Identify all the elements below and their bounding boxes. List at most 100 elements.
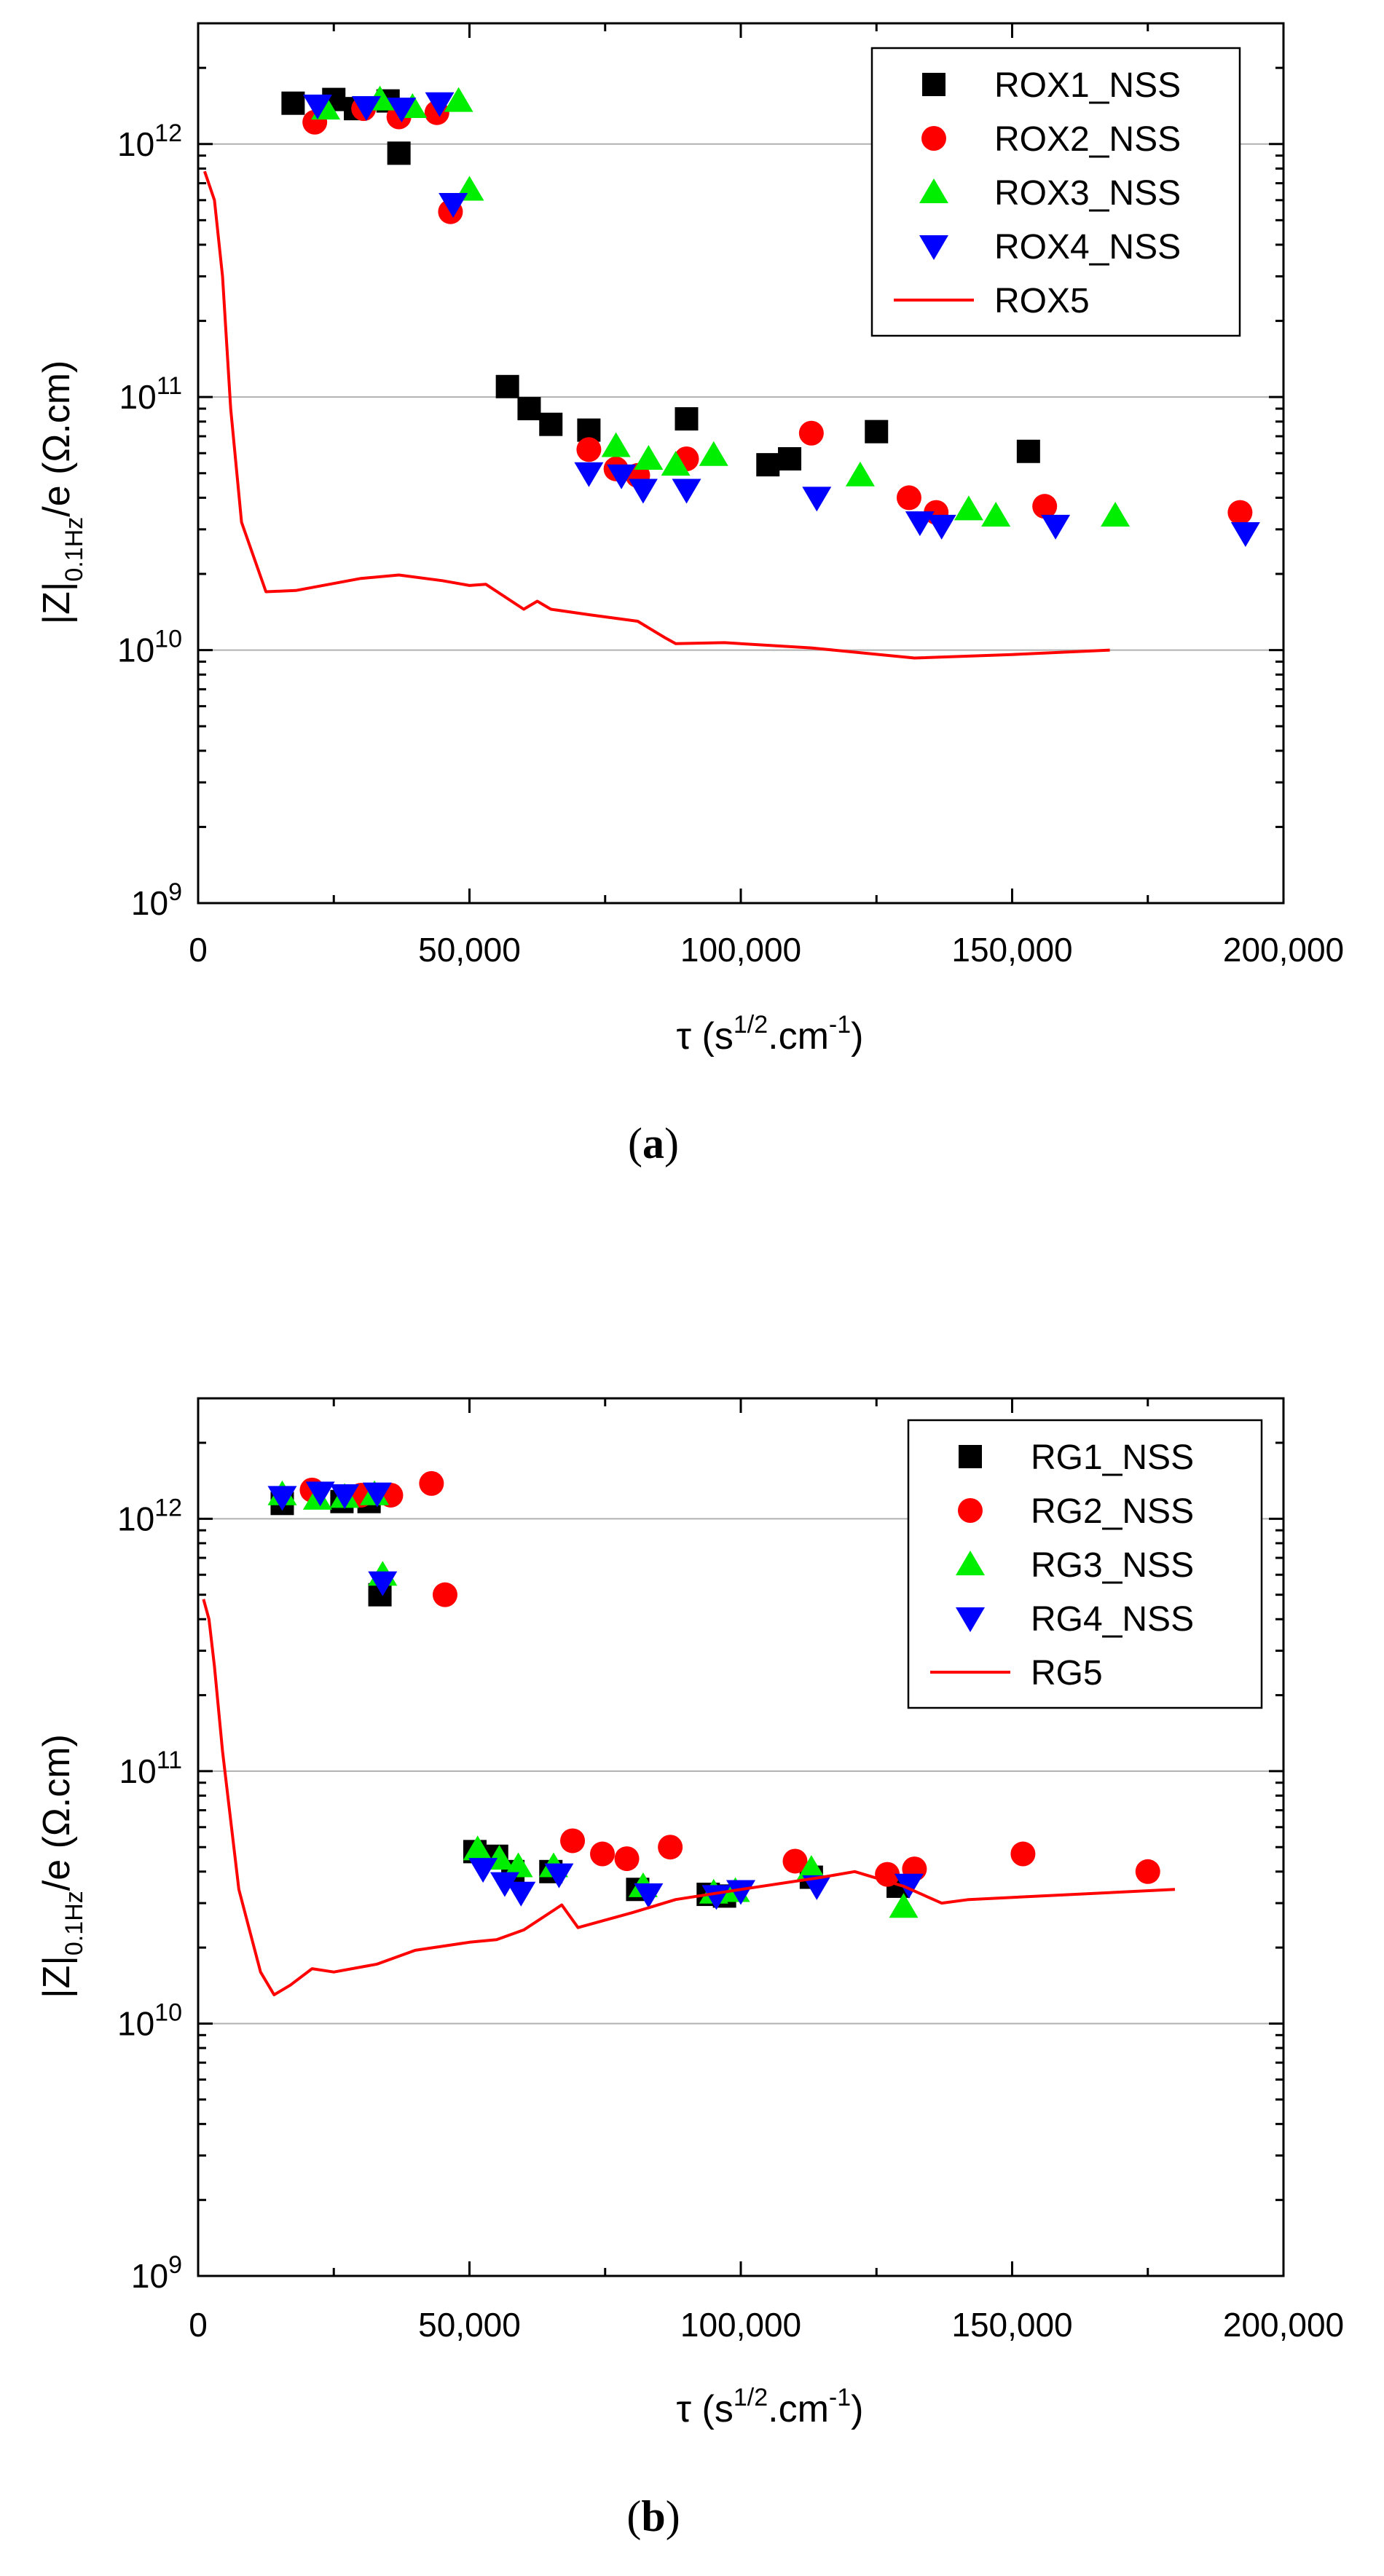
- y-axis-label: |Z|0.1Hz/e (Ω.cm): [36, 1734, 88, 1998]
- data-point: [614, 1846, 640, 1872]
- data-point: [802, 487, 832, 512]
- panel-label: (a): [628, 1119, 679, 1167]
- data-point: [1230, 521, 1260, 547]
- x-tick-label: 50,000: [418, 931, 521, 969]
- data-point: [601, 432, 631, 457]
- data-point: [368, 1571, 398, 1596]
- series-line: [202, 1599, 1176, 1996]
- x-tick-label: 100,000: [680, 2306, 801, 2344]
- y-tick-label: 109: [131, 878, 182, 922]
- legend-label: RG5: [1031, 1654, 1103, 1693]
- series-rg5: [202, 1599, 1176, 1996]
- x-tick-label: 150,000: [951, 2306, 1072, 2344]
- series-rox3-nss: [311, 85, 1131, 527]
- data-point: [362, 1482, 392, 1508]
- data-point: [782, 1848, 808, 1874]
- data-point: [672, 478, 701, 504]
- legend-label: ROX3_NSS: [994, 174, 1181, 213]
- legend: RG1_NSS RG2_NSS RG3_NSS RG4_NSS RG5: [907, 1419, 1263, 1709]
- y-tick-label: 1011: [119, 1746, 182, 1790]
- data-point: [675, 407, 699, 431]
- y-tick-label: 109: [131, 2251, 182, 2295]
- x-tick-label: 0: [189, 2306, 208, 2344]
- data-point: [1041, 514, 1071, 540]
- legend-swatch: [921, 126, 946, 151]
- x-tick-label: 50,000: [418, 2306, 521, 2344]
- x-axis-label: τ (s1/2.cm-1): [677, 2384, 864, 2430]
- y-axis-label: |Z|0.1Hz/e (Ω.cm): [36, 361, 88, 625]
- y-tick-label: 1012: [117, 119, 182, 163]
- data-point: [726, 1880, 755, 1905]
- series-line: [203, 170, 1110, 660]
- data-point: [798, 420, 824, 446]
- data-point: [896, 485, 921, 511]
- data-point: [544, 1863, 574, 1888]
- data-point: [432, 1582, 457, 1607]
- series-rox4-nss: [302, 92, 1260, 547]
- legend-label: RG2_NSS: [1031, 1492, 1194, 1531]
- x-tick-label: 150,000: [951, 931, 1072, 969]
- data-point: [865, 420, 889, 444]
- data-point: [658, 1835, 683, 1860]
- data-point: [351, 95, 381, 121]
- data-point: [1016, 439, 1040, 463]
- legend-label: RG3_NSS: [1031, 1546, 1194, 1585]
- data-point: [981, 501, 1011, 527]
- data-point: [1101, 501, 1131, 527]
- x-tick-label: 200,000: [1223, 931, 1344, 969]
- data-point: [468, 1858, 498, 1883]
- legend-swatch: [956, 1607, 985, 1632]
- legend: ROX1_NSS ROX2_NSS ROX3_NSS ROX4_NSS ROX5: [870, 47, 1241, 337]
- y-tick-label: 1010: [117, 626, 182, 669]
- data-point: [489, 1872, 519, 1897]
- data-point: [503, 1852, 533, 1878]
- data-point: [628, 478, 658, 504]
- data-point: [1227, 500, 1253, 525]
- data-point: [387, 98, 417, 123]
- data-point: [756, 453, 780, 477]
- legend-swatch: [959, 1445, 982, 1468]
- data-point: [439, 192, 468, 218]
- series-rox5: [203, 170, 1110, 660]
- data-point: [506, 1881, 536, 1907]
- data-point: [517, 397, 541, 421]
- panel-label: (b): [626, 2492, 680, 2540]
- data-point: [425, 92, 455, 117]
- data-point: [889, 1893, 919, 1918]
- x-tick-label: 0: [189, 931, 208, 969]
- data-point: [1135, 1859, 1160, 1884]
- data-point: [444, 87, 473, 112]
- data-point: [281, 91, 305, 115]
- data-point: [302, 94, 332, 119]
- data-point: [802, 1875, 832, 1900]
- legend-label: RG1_NSS: [1031, 1438, 1194, 1477]
- data-point: [387, 141, 411, 165]
- data-point: [419, 1470, 444, 1496]
- legend-label: ROX4_NSS: [994, 228, 1181, 267]
- y-tick-label: 1011: [119, 372, 182, 416]
- data-point: [590, 1841, 616, 1867]
- data-point: [495, 374, 519, 398]
- legend-swatch: [919, 235, 948, 260]
- data-point: [796, 1855, 826, 1880]
- data-point: [894, 1873, 924, 1899]
- data-point: [560, 1828, 586, 1854]
- data-point: [699, 441, 728, 466]
- series-rox1-nss: [281, 87, 1040, 477]
- legend-label: ROX1_NSS: [994, 66, 1181, 105]
- data-point: [330, 1484, 360, 1509]
- data-point: [574, 462, 604, 487]
- data-point: [927, 514, 956, 540]
- data-point: [778, 446, 802, 470]
- data-point: [845, 461, 875, 487]
- data-point: [607, 464, 637, 489]
- data-point: [576, 437, 602, 462]
- data-point: [634, 444, 664, 470]
- chart-panel-b: 109 1010 1011 1012 0 50,000 100,000 150,000 200,…: [36, 1397, 1344, 2540]
- data-point: [954, 495, 983, 521]
- x-tick-label: 200,000: [1223, 2306, 1344, 2344]
- data-point: [634, 1883, 664, 1909]
- chart-panel-a: 109 1010 1011 1012 0 50,000 100,000 150,000 200,…: [36, 22, 1344, 1167]
- legend-label: ROX2_NSS: [994, 120, 1181, 159]
